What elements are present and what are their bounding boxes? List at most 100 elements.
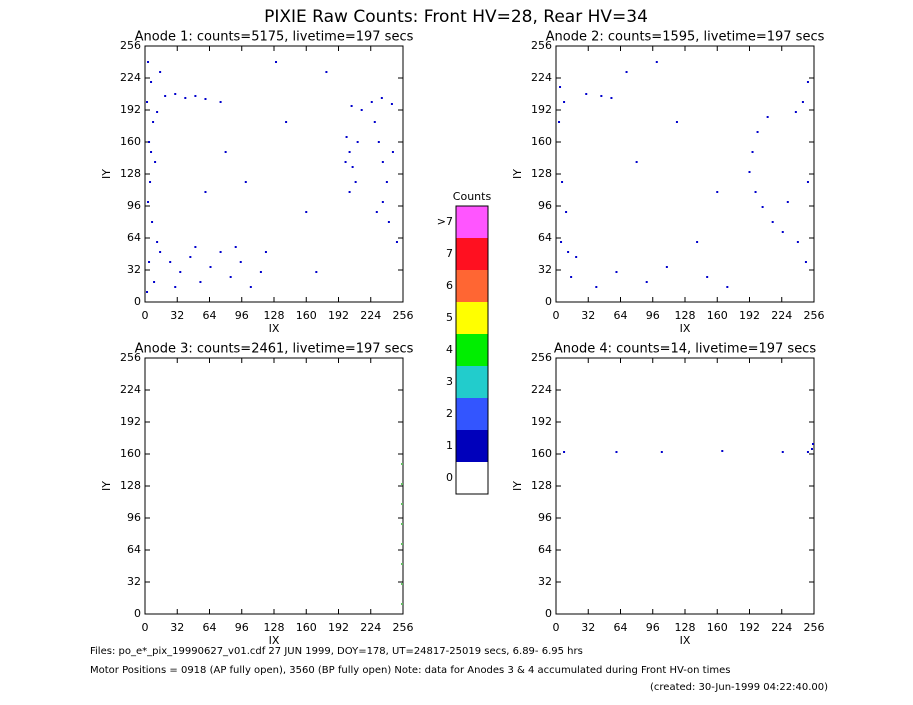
y-tick-label: 192 — [531, 103, 552, 116]
count-point — [264, 251, 267, 253]
count-point — [345, 136, 348, 138]
x-tick-label: 224 — [771, 309, 792, 322]
count-point — [665, 266, 668, 268]
count-point — [781, 231, 784, 233]
count-point — [204, 191, 207, 193]
x-axis-label: IX — [269, 634, 280, 647]
count-point — [348, 151, 351, 153]
x-tick-label: 224 — [360, 621, 381, 634]
count-point — [159, 71, 162, 73]
count-point — [184, 97, 187, 99]
y-tick-label: 224 — [120, 383, 141, 396]
x-tick-label: 64 — [203, 309, 217, 322]
count-point — [563, 451, 566, 453]
x-tick-label: 96 — [235, 309, 249, 322]
count-point — [400, 563, 403, 565]
x-tick-label: 256 — [393, 309, 414, 322]
count-point — [748, 171, 751, 173]
x-tick-label: 32 — [170, 621, 184, 634]
panel-title: Anode 1: counts=5175, livetime=197 secs — [135, 30, 414, 45]
count-point — [716, 191, 719, 193]
count-point — [194, 246, 197, 248]
count-point — [189, 256, 192, 258]
count-point — [726, 286, 729, 288]
count-point — [400, 523, 403, 525]
count-point — [391, 151, 394, 153]
colorbar-cell — [456, 462, 488, 494]
count-point — [169, 261, 172, 263]
count-point — [150, 151, 153, 153]
x-tick-label: 64 — [614, 309, 628, 322]
x-tick-label: 96 — [646, 309, 660, 322]
panel-title: Anode 2: counts=1595, livetime=197 secs — [546, 30, 825, 45]
count-point — [174, 93, 177, 95]
count-point — [356, 141, 359, 143]
x-tick-label: 0 — [553, 621, 560, 634]
count-point — [558, 121, 561, 123]
x-tick-label: 32 — [170, 309, 184, 322]
footer-motor: Motor Positions = 0918 (AP fully open), … — [90, 665, 730, 676]
count-point — [561, 181, 564, 183]
x-tick-label: 192 — [739, 621, 760, 634]
y-tick-label: 64 — [127, 543, 141, 556]
y-tick-label: 96 — [538, 199, 552, 212]
count-point — [804, 261, 807, 263]
count-point — [786, 201, 789, 203]
count-point — [610, 97, 613, 99]
footer-files: Files: po_e*_pix_19990627_v01.cdf 27 JUN… — [90, 646, 583, 657]
x-tick-label: 0 — [553, 309, 560, 322]
x-tick-label: 96 — [235, 621, 249, 634]
count-point — [344, 161, 347, 163]
colorbar-label: 2 — [446, 407, 453, 420]
x-tick-label: 160 — [296, 621, 317, 634]
footer-created: (created: 30-Jun-1999 04:22:40.00) — [650, 682, 828, 693]
x-tick-label: 128 — [675, 309, 696, 322]
count-point — [224, 151, 227, 153]
count-point — [381, 161, 384, 163]
x-tick-label: 64 — [614, 621, 628, 634]
count-point — [146, 101, 149, 103]
x-tick-label: 224 — [771, 621, 792, 634]
count-point — [199, 281, 202, 283]
count-point — [147, 201, 150, 203]
x-axis-label: IX — [680, 322, 691, 335]
count-point — [400, 583, 403, 585]
colorbar-cell — [456, 430, 488, 462]
x-tick-label: 32 — [581, 309, 595, 322]
y-tick-label: 128 — [531, 479, 552, 492]
count-point — [811, 443, 814, 445]
count-point — [229, 276, 232, 278]
x-tick-label: 64 — [203, 621, 217, 634]
x-tick-label: 0 — [142, 309, 149, 322]
count-point — [194, 95, 197, 97]
count-point — [395, 241, 398, 243]
count-point — [801, 101, 804, 103]
y-tick-label: 192 — [120, 415, 141, 428]
count-point — [209, 266, 212, 268]
count-point — [400, 483, 403, 485]
count-point — [156, 111, 159, 113]
y-tick-label: 64 — [538, 543, 552, 556]
count-point — [575, 256, 578, 258]
count-point — [400, 603, 403, 605]
y-tick-label: 0 — [545, 295, 552, 308]
x-tick-label: 160 — [296, 309, 317, 322]
y-tick-label: 224 — [120, 71, 141, 84]
count-point — [244, 181, 247, 183]
count-point — [810, 448, 813, 450]
colorbar-label: 5 — [446, 311, 453, 324]
count-point — [370, 101, 373, 103]
x-tick-label: 160 — [707, 621, 728, 634]
y-tick-label: 64 — [538, 231, 552, 244]
count-point — [754, 191, 757, 193]
count-point — [756, 131, 759, 133]
count-point — [148, 261, 151, 263]
count-point — [706, 276, 709, 278]
count-point — [751, 151, 754, 153]
x-tick-label: 256 — [804, 621, 825, 634]
count-point — [400, 463, 403, 465]
y-tick-label: 192 — [120, 103, 141, 116]
y-tick-label: 0 — [134, 607, 141, 620]
count-point — [615, 271, 618, 273]
